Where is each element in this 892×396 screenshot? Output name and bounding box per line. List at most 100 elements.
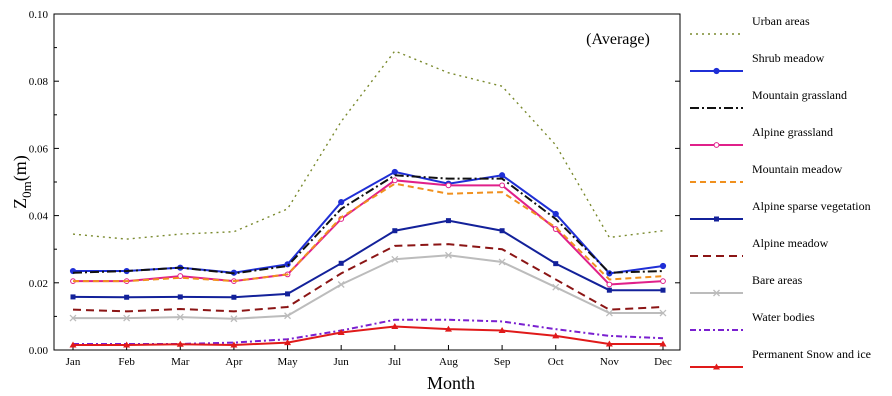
data-point — [499, 182, 505, 189]
legend-item: Shrub meadow — [690, 51, 825, 75]
y-tick-label: 0.02 — [29, 278, 48, 290]
legend-item: Bare areas — [690, 273, 803, 297]
data-point — [444, 251, 452, 259]
y-axis-title-unit: (m) — [10, 155, 31, 181]
series-line — [73, 254, 663, 320]
data-point — [713, 67, 720, 75]
data-point — [231, 294, 237, 300]
data-point — [177, 273, 184, 279]
data-point — [659, 262, 667, 270]
legend-label: Water bodies — [752, 310, 815, 324]
data-point — [284, 339, 292, 346]
series-line — [72, 219, 663, 299]
y-tick-label: 0.08 — [29, 76, 49, 88]
data-point-stroke — [284, 312, 292, 320]
data-point — [499, 228, 505, 234]
legend-label: Alpine meadow — [752, 236, 829, 250]
data-point — [552, 210, 559, 218]
data-point — [284, 312, 292, 320]
legend-item: Alpine meadow — [690, 236, 829, 257]
legend-item: Mountain meadow — [690, 162, 843, 183]
x-tick-label: Jul — [388, 356, 401, 368]
plot-frame — [53, 13, 681, 351]
x-axis-title: Month — [427, 373, 475, 393]
legend-label: Shrub meadow — [752, 51, 825, 65]
data-point — [659, 340, 667, 347]
series-layer — [69, 50, 667, 348]
y-tick-label: 0.04 — [29, 211, 49, 223]
data-point — [123, 341, 131, 348]
x-tick-label: Mar — [171, 356, 190, 368]
data-point — [498, 258, 506, 266]
x-tick-label: Apr — [225, 356, 242, 368]
series-line — [73, 182, 664, 283]
legend-label: Mountain meadow — [752, 162, 843, 176]
data-point-stroke — [605, 309, 613, 317]
legend-item: Alpine grassland — [690, 125, 833, 148]
series-line — [73, 325, 663, 346]
data-point — [660, 287, 666, 293]
data-point-stroke — [391, 255, 399, 263]
series-line — [72, 174, 664, 275]
legend-label: Alpine sparse vegetation — [752, 199, 871, 213]
data-point-stroke — [337, 281, 345, 288]
y-tick-label: 0.10 — [29, 9, 49, 21]
data-point — [337, 329, 345, 336]
data-point — [713, 363, 720, 370]
data-point — [444, 325, 452, 332]
data-point — [606, 287, 612, 293]
x-axis: Jan Feb Mar Apr May Jun Jul Aug Sep Oct Nov Dec — [66, 345, 672, 368]
data-point — [391, 255, 399, 263]
data-point-stroke — [498, 258, 506, 266]
data-point — [176, 340, 184, 347]
x-tick-label: May — [277, 356, 298, 368]
series-shrub-meadow — [69, 168, 667, 277]
data-point — [552, 332, 560, 339]
x-tick-label: Nov — [600, 356, 619, 368]
series-mountain-meadow — [73, 182, 664, 283]
x-tick-label: Feb — [118, 356, 135, 368]
legend-item: Permanent Snow and ice — [690, 347, 871, 370]
x-tick-label: Aug — [439, 356, 458, 368]
series-permanent-snow-and-ice — [69, 322, 667, 348]
y-axis-title: Z0m(m) — [10, 155, 34, 209]
data-point — [498, 327, 506, 334]
series-bare-areas — [69, 251, 667, 323]
data-point — [124, 294, 130, 300]
data-point-stroke — [552, 283, 560, 291]
series-alpine-grassland — [70, 177, 666, 288]
data-point — [69, 314, 77, 322]
data-point — [391, 322, 399, 329]
data-point-stroke — [230, 315, 238, 323]
legend-label: Alpine grassland — [752, 125, 833, 139]
data-point — [70, 294, 76, 300]
series-urban-areas — [72, 50, 664, 240]
x-tick-label: Jan — [66, 356, 81, 368]
y-axis: 0.00 0.02 0.04 0.06 0.08 0.10 — [29, 9, 680, 357]
series-line — [73, 170, 664, 275]
data-point-stroke — [69, 314, 77, 322]
data-point — [338, 260, 344, 266]
data-point-stroke — [444, 251, 452, 259]
series-water-bodies — [73, 318, 664, 345]
data-point — [445, 218, 451, 224]
series-mountain-grassland — [72, 174, 664, 275]
series-line — [73, 318, 664, 345]
data-point-stroke — [713, 289, 720, 297]
legend-label: Urban areas — [752, 14, 810, 28]
data-point — [337, 281, 345, 288]
data-point — [605, 340, 613, 347]
legend-item: Urban areas — [690, 14, 810, 35]
legend: Urban areas Shrub meadow Mountain grasslan… — [690, 14, 871, 370]
series-line — [72, 50, 664, 240]
data-point — [177, 294, 183, 300]
x-tick-label: Jun — [334, 356, 350, 368]
chart-annotation: (Average) — [586, 31, 650, 48]
y-tick-label: 0.06 — [29, 143, 49, 155]
series-line — [72, 243, 664, 313]
legend-item: Water bodies — [690, 310, 815, 331]
data-point — [660, 278, 666, 285]
data-point — [69, 341, 77, 348]
data-point — [605, 309, 613, 317]
